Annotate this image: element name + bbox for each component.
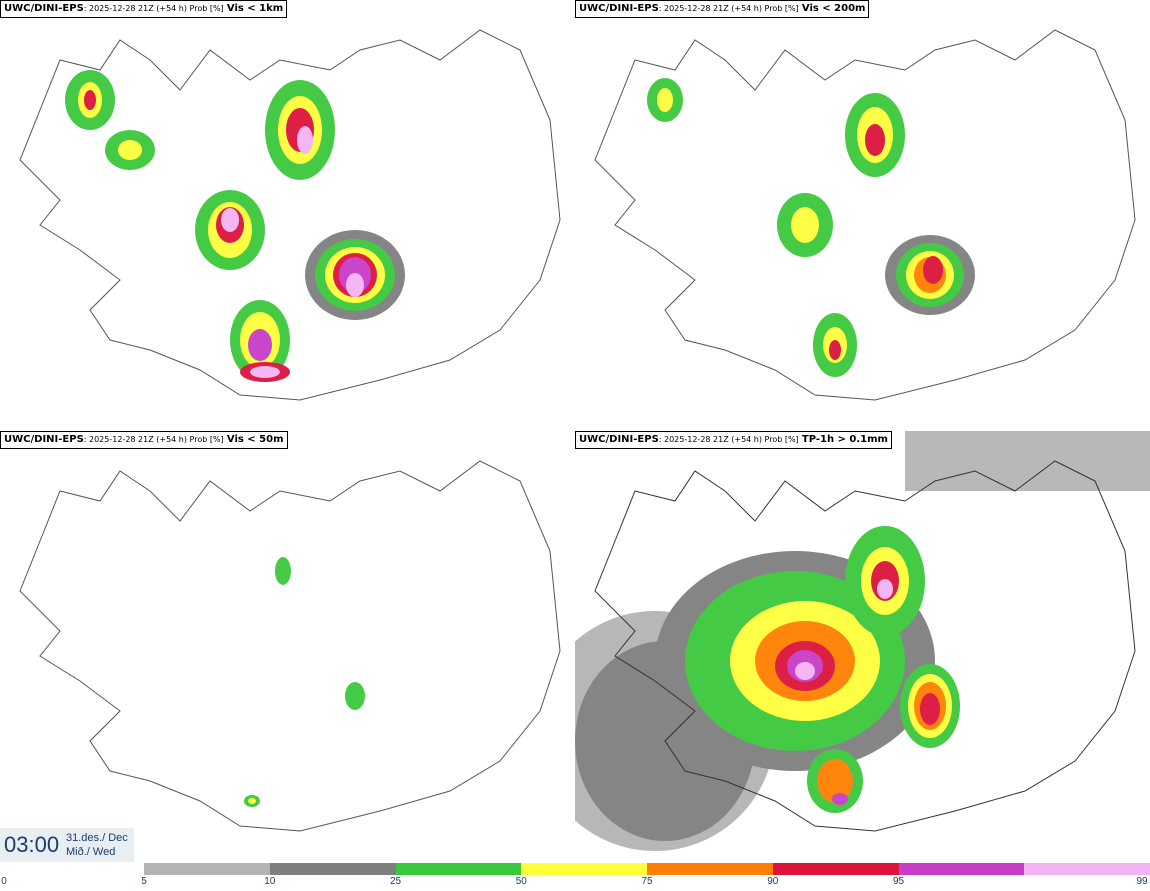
valid-date: 31.des./ Dec Mið./ Wed [66,831,128,859]
colorbar-tick-label: 75 [641,876,653,887]
run-info: : 2025-12-28 21Z (+54 h) Prob [%] [658,4,799,13]
probability-field [647,78,975,377]
colorbar-tick-label: 99 [1136,876,1148,887]
run-info: : 2025-12-28 21Z (+54 h) Prob [%] [658,435,799,444]
colorbar-segment [395,863,522,875]
coastline [19,460,561,832]
colorbar-segment [144,863,270,875]
probability-colorbar [144,863,1150,875]
colorbar-segment [647,863,773,875]
valid-time: 03:00 [4,832,60,857]
panel-vis-50m: UWC/DINI-EPS: 2025-12-28 21Z (+54 h) Pro… [0,431,575,861]
coastline [19,29,561,401]
run-info: : 2025-12-28 21Z (+54 h) Prob [%] [83,435,224,444]
threshold-label: Vis < 50m [226,434,284,445]
coastline [594,460,1136,832]
panel-vis-1km: UWC/DINI-EPS: 2025-12-28 21Z (+54 h) Pro… [0,0,575,430]
colorbar-segment [898,863,1025,875]
coastline [594,29,1136,401]
date-line-2: Mið./ Wed [66,846,116,858]
panel-precip: UWC/DINI-EPS: 2025-12-28 21Z (+54 h) Pro… [575,431,1150,861]
probability-field [65,70,405,382]
colorbar-segment [521,863,647,875]
colorbar-tick-label: 0 [1,876,7,887]
probability-field [244,557,365,807]
colorbar-tick-label: 10 [264,876,276,887]
panel-title: UWC/DINI-EPS: 2025-12-28 21Z (+54 h) Pro… [0,431,288,449]
valid-time-box: 03:00 31.des./ Dec Mið./ Wed [0,828,134,862]
map-iceland [594,29,1136,401]
probability-field [575,431,1150,851]
colorbar-tick-label: 95 [892,876,905,887]
model-name: UWC/DINI-EPS [579,434,659,445]
colorbar-segment [269,863,396,875]
panel-title: UWC/DINI-EPS: 2025-12-28 21Z (+54 h) Pro… [575,431,892,449]
threshold-label: TP-1h > 0.1mm [801,434,888,445]
colorbar-tick-label: 5 [141,876,147,887]
panel-title: UWC/DINI-EPS: 2025-12-28 21Z (+54 h) Pro… [575,0,870,18]
model-name: UWC/DINI-EPS [4,3,84,14]
map-iceland [575,431,1150,851]
panel-title: UWC/DINI-EPS: 2025-12-28 21Z (+54 h) Pro… [0,0,288,18]
colorbar-tick-label: 25 [389,876,402,887]
panel-vis-200m: UWC/DINI-EPS: 2025-12-28 21Z (+54 h) Pro… [575,0,1150,430]
colorbar-tick-label: 50 [515,876,527,887]
map-iceland [19,29,561,401]
model-name: UWC/DINI-EPS [579,3,659,14]
colorbar-segment [1024,863,1150,875]
colorbar-segment [772,863,899,875]
run-info: : 2025-12-28 21Z (+54 h) Prob [%] [83,4,224,13]
colorbar-tick-label: 90 [767,876,779,887]
threshold-label: Vis < 1km [226,3,284,14]
model-name: UWC/DINI-EPS [4,434,84,445]
date-line-1: 31.des./ Dec [66,832,128,844]
map-iceland [19,460,561,832]
threshold-label: Vis < 200m [801,3,866,14]
